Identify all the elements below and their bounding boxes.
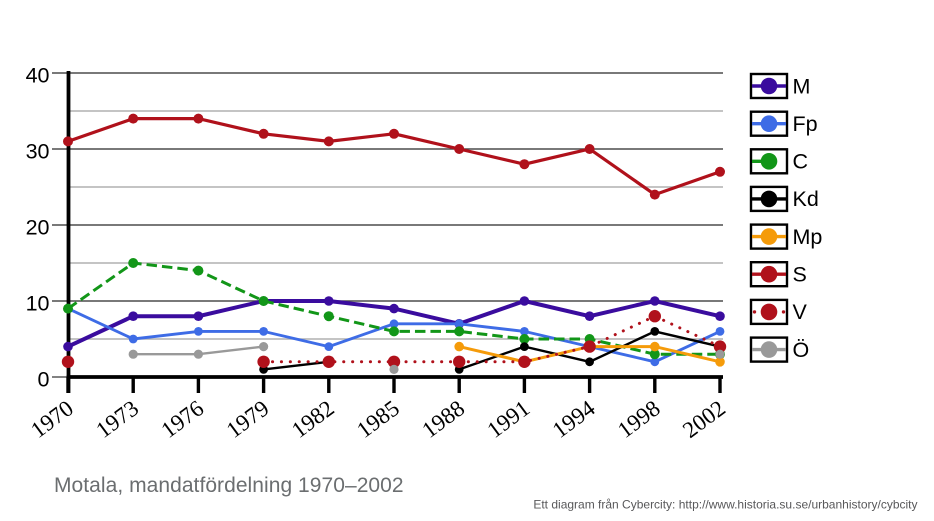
svg-text:C: C <box>793 150 809 174</box>
svg-text:0: 0 <box>38 367 50 391</box>
svg-text:10: 10 <box>26 291 50 315</box>
svg-text:Mp: Mp <box>793 225 823 249</box>
svg-text:20: 20 <box>26 215 50 239</box>
svg-text:30: 30 <box>26 139 50 163</box>
svg-text:Ett diagram från Cybercity: ht: Ett diagram från Cybercity: http://www.h… <box>533 498 917 512</box>
svg-text:S: S <box>793 263 807 287</box>
svg-text:Fp: Fp <box>793 112 818 136</box>
svg-text:Kd: Kd <box>793 187 819 211</box>
svg-text:V: V <box>793 300 808 324</box>
svg-text:40: 40 <box>26 63 50 87</box>
svg-text:Ö: Ö <box>793 338 810 362</box>
svg-text:M: M <box>793 74 811 98</box>
svg-text:Motala, mandatfördelning 1970–: Motala, mandatfördelning 1970–2002 <box>54 474 404 497</box>
